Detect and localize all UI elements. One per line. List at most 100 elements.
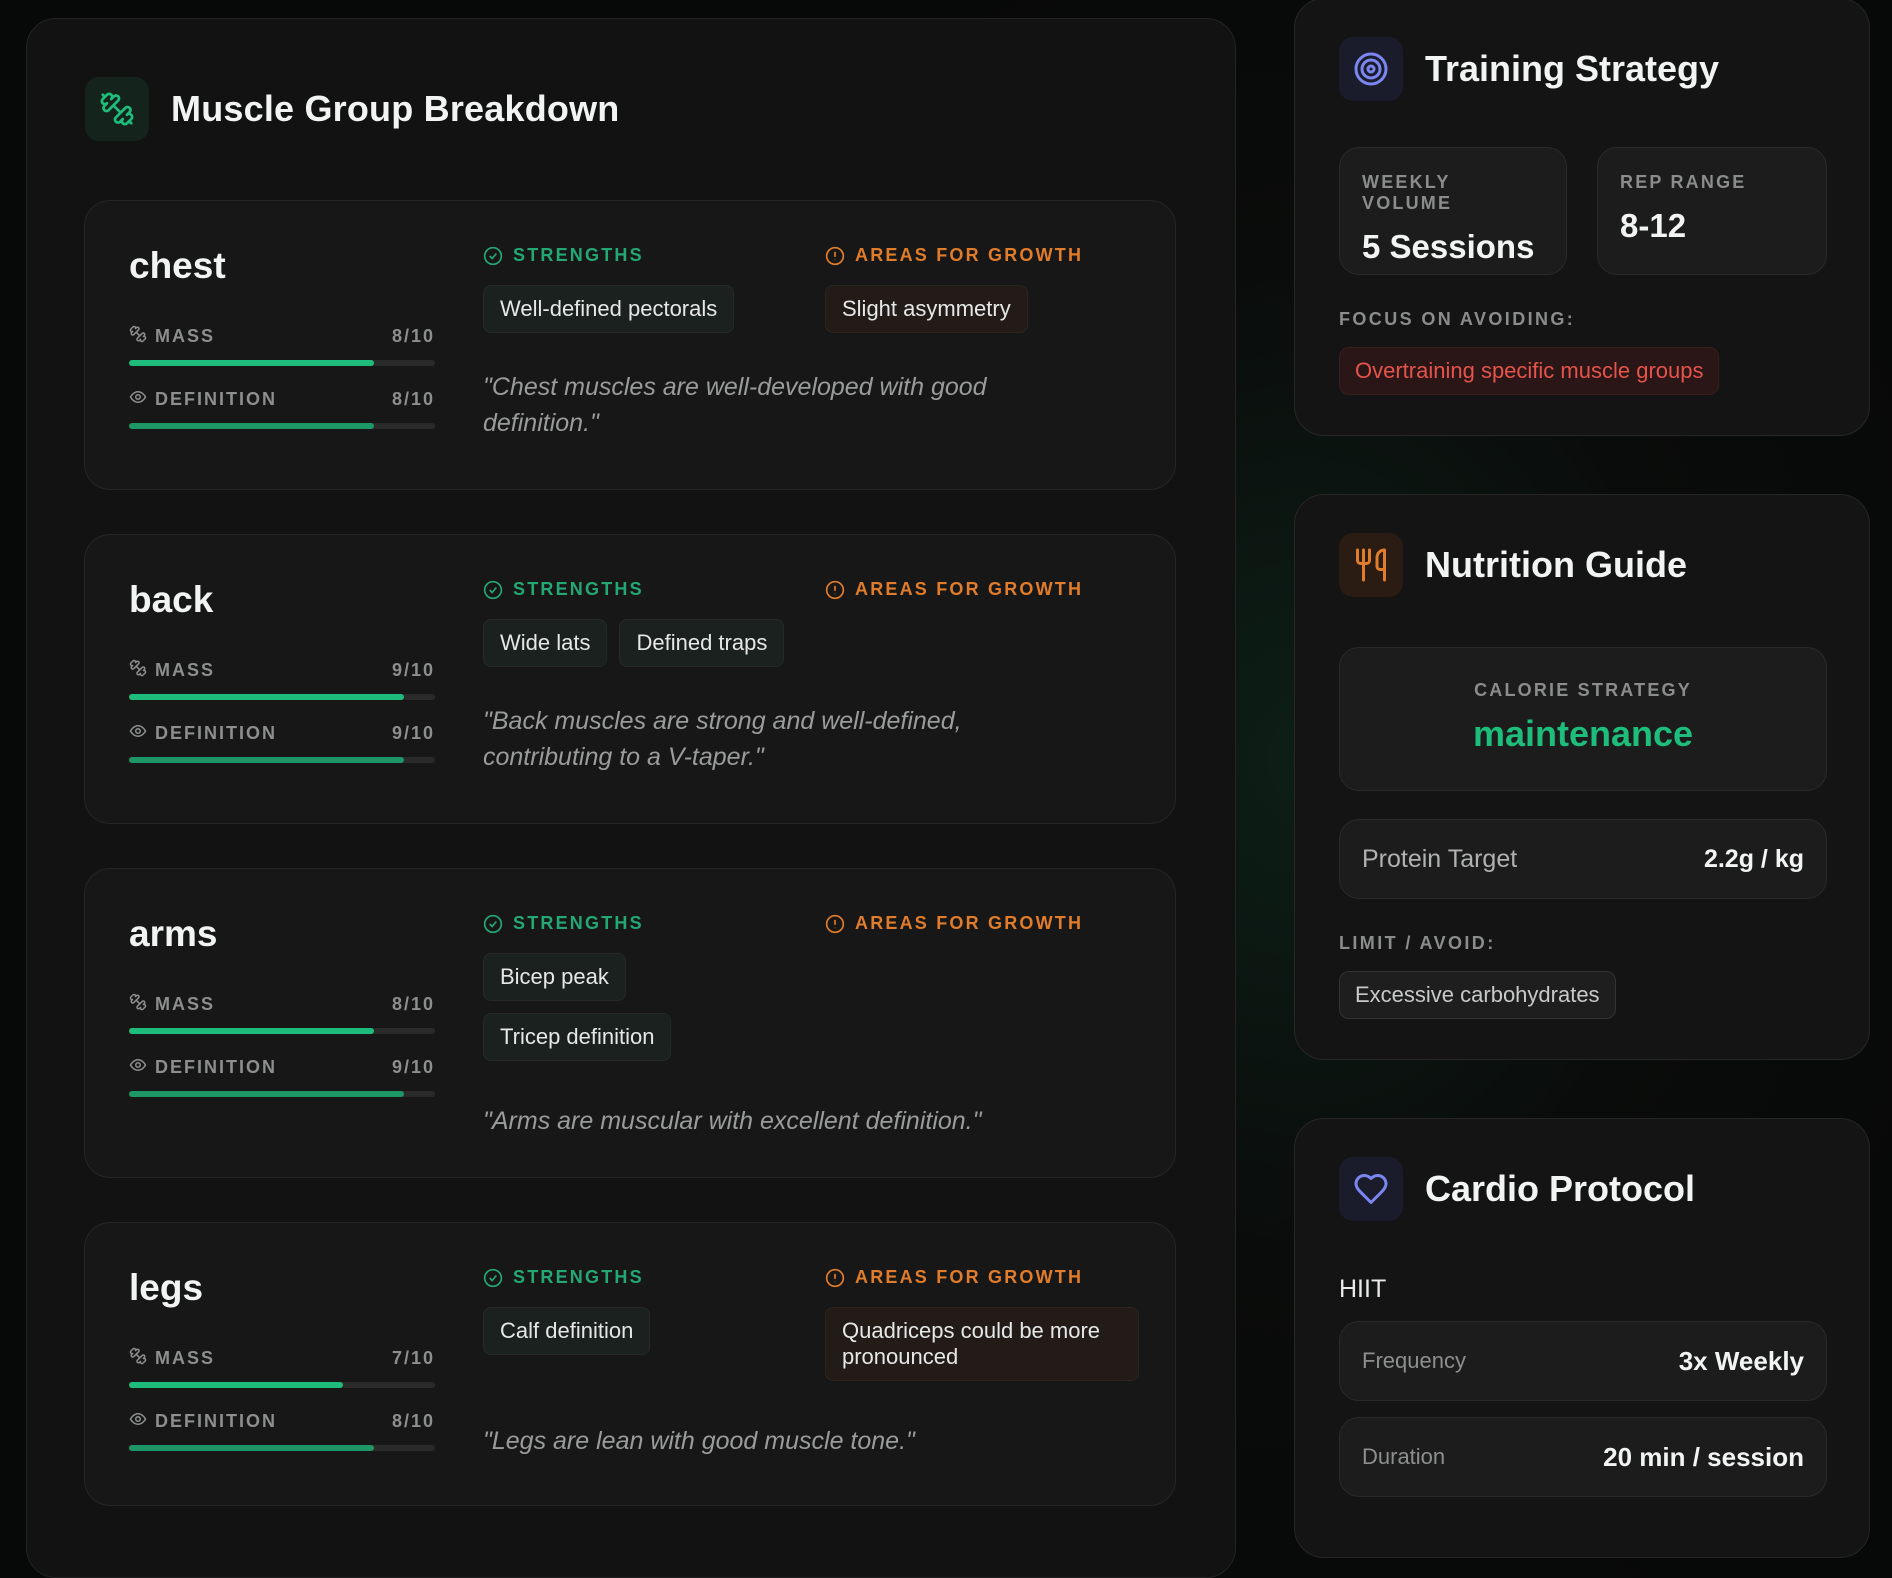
muscle-card-arms: arms MASS 8/10 DEFINITION 9/10 STRENGTHS… — [84, 868, 1176, 1178]
cardio-protocol-title: Cardio Protocol — [1425, 1168, 1696, 1209]
alert-circle-icon — [825, 1268, 845, 1288]
eye-icon — [129, 1410, 147, 1433]
muscle-note: "Arms are muscular with excellent defini… — [483, 1107, 982, 1135]
strengths-heading: STRENGTHS — [483, 1267, 644, 1288]
growth-tags: Quadriceps could be more pronounced — [825, 1307, 1139, 1381]
strengths-heading: STRENGTHS — [483, 579, 644, 600]
definition-bar — [129, 1091, 435, 1097]
training-strategy-card: Training Strategy WEEKLY VOLUME 5 Sessio… — [1294, 0, 1870, 436]
check-circle-icon — [483, 580, 503, 600]
mass-score: 9/10 — [391, 660, 435, 680]
calorie-strategy-label: CALORIE STRATEGY — [1474, 680, 1692, 700]
weekly-volume-box: WEEKLY VOLUME 5 Sessions — [1339, 147, 1567, 275]
growth-heading: AREAS FOR GROWTH — [825, 1267, 1083, 1288]
avoid-tag: Overtraining specific muscle groups — [1339, 347, 1720, 395]
muscle-card-chest: chest MASS 8/10 DEFINITION 8/10 STRENGTH… — [84, 200, 1176, 490]
mass-score: 8/10 — [391, 326, 435, 346]
nutrition-guide-title: Nutrition Guide — [1425, 544, 1687, 585]
cardio-protocol-card: Cardio Protocol HIIT Frequency 3x Weekly… — [1294, 1118, 1870, 1558]
dumbbell-icon — [129, 1347, 147, 1370]
strength-tag: Defined traps — [619, 619, 785, 667]
definition-score: 8/10 — [391, 1411, 435, 1431]
limit-tag: Excessive carbohydrates — [1339, 971, 1616, 1019]
target-icon — [1339, 37, 1403, 101]
strength-tag: Bicep peak — [483, 953, 626, 1001]
muscle-name: chest — [129, 245, 226, 286]
mass-stat: MASS 8/10 — [129, 993, 435, 1034]
weekly-volume-value: 5 Sessions — [1362, 228, 1535, 265]
mass-stat: MASS 7/10 — [129, 1347, 435, 1388]
mass-bar-fill — [129, 1028, 374, 1034]
muscle-name: back — [129, 579, 214, 620]
muscle-card-legs: legs MASS 7/10 DEFINITION 8/10 STRENGTHS… — [84, 1222, 1176, 1506]
strength-tag: Calf definition — [483, 1307, 651, 1355]
duration-row: Duration 20 min / session — [1339, 1417, 1827, 1497]
dumbbell-icon — [85, 77, 149, 141]
protein-target-value: 2.2g / kg — [1703, 844, 1804, 873]
strengths-tags: Bicep peak Tricep definition — [483, 953, 683, 1061]
strengths-tags: Well-defined pectorals — [483, 285, 803, 333]
definition-stat: DEFINITION 8/10 — [129, 1410, 435, 1451]
definition-bar-fill — [129, 1445, 374, 1451]
utensils-icon — [1339, 533, 1403, 597]
definition-label: DEFINITION — [155, 1057, 277, 1077]
definition-bar-fill — [129, 423, 374, 429]
protein-target-label: Protein Target — [1362, 844, 1518, 873]
strengths-tags: Calf definition — [483, 1307, 803, 1355]
definition-stat: DEFINITION 9/10 — [129, 722, 435, 763]
definition-stat: DEFINITION 8/10 — [129, 388, 435, 429]
definition-bar — [129, 1445, 435, 1451]
weekly-volume-label: WEEKLY VOLUME — [1362, 172, 1453, 213]
mass-bar — [129, 694, 435, 700]
definition-label: DEFINITION — [155, 389, 277, 409]
training-strategy-title: Training Strategy — [1425, 48, 1720, 89]
dumbbell-icon — [129, 993, 147, 1016]
growth-heading: AREAS FOR GROWTH — [825, 245, 1083, 266]
protein-target-row: Protein Target 2.2g / kg — [1339, 819, 1827, 899]
mass-bar — [129, 1028, 435, 1034]
mass-bar — [129, 1382, 435, 1388]
mass-stat: MASS 9/10 — [129, 659, 435, 700]
eye-icon — [129, 722, 147, 745]
mass-bar-fill — [129, 360, 374, 366]
dumbbell-icon — [129, 325, 147, 348]
mass-label: MASS — [155, 326, 216, 346]
definition-score: 9/10 — [391, 1057, 435, 1077]
check-circle-icon — [483, 914, 503, 934]
growth-heading: AREAS FOR GROWTH — [825, 579, 1083, 600]
definition-bar — [129, 423, 435, 429]
frequency-value: 3x Weekly — [1678, 1345, 1804, 1376]
definition-bar-fill — [129, 757, 405, 763]
rep-range-box: REP RANGE 8-12 — [1597, 147, 1827, 275]
alert-circle-icon — [825, 580, 845, 600]
strengths-heading: STRENGTHS — [483, 245, 644, 266]
mass-score: 8/10 — [391, 994, 435, 1014]
strength-tag: Wide lats — [483, 619, 608, 667]
calorie-strategy-box: CALORIE STRATEGY maintenance — [1339, 647, 1827, 791]
muscle-name: legs — [129, 1267, 204, 1308]
alert-circle-icon — [825, 914, 845, 934]
definition-score: 8/10 — [391, 389, 435, 409]
cardio-type: HIIT — [1339, 1275, 1387, 1303]
definition-stat: DEFINITION 9/10 — [129, 1056, 435, 1097]
frequency-row: Frequency 3x Weekly — [1339, 1321, 1827, 1401]
dumbbell-icon — [129, 659, 147, 682]
mass-stat: MASS 8/10 — [129, 325, 435, 366]
growth-tags: Slight asymmetry — [825, 285, 1139, 333]
strengths-heading: STRENGTHS — [483, 913, 644, 934]
definition-bar-fill — [129, 1091, 405, 1097]
rep-range-value: 8-12 — [1620, 207, 1687, 244]
muscle-card-back: back MASS 9/10 DEFINITION 9/10 STRENGTHS… — [84, 534, 1176, 824]
growth-tag: Slight asymmetry — [825, 285, 1028, 333]
avoid-label: FOCUS ON AVOIDING: — [1339, 309, 1576, 329]
muscle-note: "Chest muscles are well-developed with g… — [483, 373, 987, 437]
mass-bar-fill — [129, 1382, 344, 1388]
mass-label: MASS — [155, 994, 216, 1014]
muscle-note: "Legs are lean with good muscle tone." — [483, 1427, 915, 1455]
eye-icon — [129, 1056, 147, 1079]
muscle-note: "Back muscles are strong and well-define… — [483, 707, 962, 771]
mass-score: 7/10 — [391, 1348, 435, 1368]
heart-icon — [1339, 1157, 1403, 1221]
growth-tag: Quadriceps could be more pronounced — [825, 1307, 1139, 1381]
eye-icon — [129, 388, 147, 411]
